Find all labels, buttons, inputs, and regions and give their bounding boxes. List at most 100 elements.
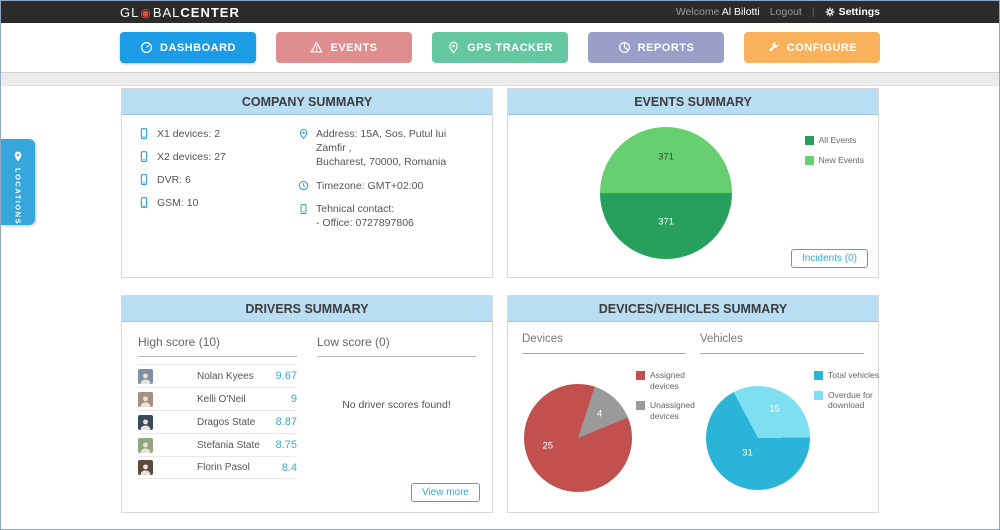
content-divider-band (1, 73, 999, 86)
driver-avatar (138, 391, 153, 407)
driver-avatar (138, 414, 153, 430)
driver-name: Kelli O'Neil (197, 393, 246, 405)
device-count-item: X1 devices: 2 (138, 127, 298, 140)
legend-label: New Events (818, 154, 864, 165)
pie-value-label: 31 (742, 447, 753, 459)
wrench-icon (768, 42, 779, 52)
contact-label: Tehnical contact: (316, 202, 395, 215)
device-count-label: DVR: 6 (157, 173, 191, 186)
legend-swatch (636, 401, 645, 411)
legend-item: Assigned devices (636, 370, 706, 391)
company-contact: Tehnical contact: - Office: 0727897806 (298, 202, 476, 230)
devices-section: Devices 25 4 Assigned devices (522, 330, 695, 506)
mobile-device-icon (140, 197, 148, 208)
pie-value-label: 371 (658, 216, 674, 228)
vehicles-legend: Total vehicles Overdue for download (814, 370, 884, 411)
map-pin-icon (449, 41, 458, 54)
settings-label: Settings (838, 6, 880, 18)
events-summary-panel: EVENTS SUMMARY 371 371 All Events New (507, 88, 879, 278)
logo-text: GL (120, 4, 140, 20)
tab-label: DASHBOARD (160, 41, 236, 54)
legend-label: Assigned devices (650, 370, 685, 391)
logout-link[interactable]: Logout (769, 6, 802, 18)
legend-item: New Events (804, 154, 864, 166)
map-pin-icon (299, 129, 308, 140)
view-more-button[interactable]: View more (410, 483, 480, 502)
vehicles-pie-chart: 15 31 (706, 386, 810, 490)
locations-side-tab[interactable]: LOCATIONS (1, 139, 35, 225)
low-score-heading: Low score (0) (317, 330, 476, 357)
devices-heading: Devices (522, 330, 686, 354)
user-name: Al Bilotti (721, 6, 760, 18)
tab-label: CONFIGURE (786, 41, 858, 54)
driver-name: Florin Pasol (197, 462, 250, 473)
logo-text-bold: CENTER (180, 4, 240, 20)
contact-office: - Office: 0727897806 (316, 216, 414, 229)
dashboard-icon (141, 42, 152, 53)
divider: | (811, 6, 815, 18)
main-content: LOCATIONS COMPANY SUMMARY X1 devices: 2 … (1, 86, 999, 529)
phone-icon (300, 203, 307, 214)
driver-score: 8.87 (275, 416, 297, 428)
incidents-button[interactable]: Incidents (0) (790, 249, 868, 268)
tab-reports[interactable]: REPORTS (588, 32, 724, 63)
pie-value-label: 4 (596, 408, 603, 420)
tab-configure[interactable]: CONFIGURE (744, 32, 880, 63)
devices-legend: Assigned devices Unassigned devices (636, 370, 706, 422)
driver-name: Dragos State (197, 416, 256, 428)
legend-label: Overdue for download (828, 389, 873, 411)
vehicles-section: Vehicles 15 31 Total vehicles (700, 330, 879, 506)
tab-label: GPS TRACKER (467, 41, 553, 54)
pie-value-label: 15 (769, 403, 780, 415)
mobile-device-icon (140, 128, 148, 139)
events-legend: All Events New Events (804, 135, 864, 166)
driver-score: 9 (290, 393, 297, 405)
main-nav: DASHBOARD EVENTS GPS TRACKER REPORTS CON… (1, 23, 999, 73)
devices-vehicles-title: DEVICES/VEHICLES SUMMARY (508, 296, 878, 322)
settings-link[interactable]: Settings (825, 6, 880, 18)
driver-row: Stefania State 8.75 (138, 433, 297, 456)
drivers-summary-panel: DRIVERS SUMMARY High score (10) Nolan Ky… (121, 295, 493, 513)
company-summary-panel: COMPANY SUMMARY X1 devices: 2 X2 devices… (121, 88, 493, 278)
events-summary-title: EVENTS SUMMARY (508, 89, 878, 115)
company-summary-title: COMPANY SUMMARY (122, 89, 492, 115)
logo-o-icon: ◉ (140, 5, 152, 20)
warning-icon (310, 41, 324, 53)
vehicles-heading: Vehicles (700, 330, 864, 354)
devices-vehicles-summary-panel: DEVICES/VEHICLES SUMMARY Devices 25 4 As… (507, 295, 879, 513)
legend-swatch (636, 371, 645, 380)
driver-score: 8.75 (275, 439, 297, 451)
pie-value-label: 25 (542, 440, 554, 452)
company-timezone: Timezone: GMT+02:00 (298, 179, 476, 193)
device-count-item: GSM: 10 (138, 196, 298, 209)
address-line-1: Address: 15A, Sos. Putul lui Zamfir , (316, 128, 447, 155)
driver-row: Kelli O'Neil 9 (138, 387, 297, 410)
tab-dashboard[interactable]: DASHBOARD (120, 32, 256, 63)
legend-swatch (814, 390, 823, 400)
legend-item: Unassigned devices (636, 400, 706, 421)
company-address: Address: 15A, Sos. Putul lui Zamfir , Bu… (298, 127, 476, 170)
map-pin-icon (14, 151, 22, 162)
driver-avatar (138, 460, 153, 475)
welcome-label: Welcome (675, 6, 720, 18)
timezone-label: Timezone: GMT+02:00 (316, 179, 424, 192)
driver-row: Nolan Kyees 9.67 (138, 364, 297, 387)
driver-avatar (138, 368, 153, 384)
no-driver-scores-message: No driver scores found! (342, 399, 451, 411)
device-count-label: GSM: 10 (157, 196, 199, 209)
legend-item: Overdue for download (814, 390, 884, 411)
legend-item: All Events (804, 135, 864, 146)
legend-label: All Events (818, 135, 857, 145)
tab-gps-tracker[interactable]: GPS TRACKER (432, 32, 568, 63)
logo-text: BAL (152, 4, 181, 20)
tab-events[interactable]: EVENTS (276, 32, 412, 63)
legend-swatch (814, 371, 823, 380)
device-count-label: X1 devices: 2 (157, 127, 221, 140)
mobile-device-icon (140, 151, 148, 162)
tab-label: REPORTS (637, 41, 695, 54)
drivers-summary-title: DRIVERS SUMMARY (122, 296, 492, 322)
welcome-text: Welcome Al Bilotti (676, 6, 760, 18)
address-line-2: Bucharest, 70000, Romania (316, 156, 447, 169)
legend-label: Unassigned devices (650, 400, 695, 421)
